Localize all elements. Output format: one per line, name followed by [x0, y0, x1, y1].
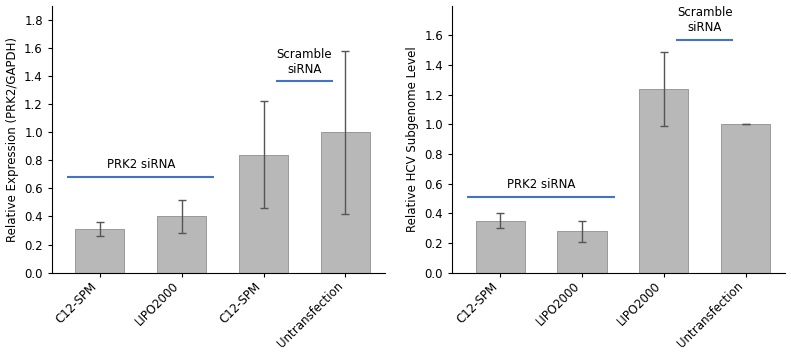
Text: PRK2 siRNA: PRK2 siRNA	[107, 158, 175, 172]
Y-axis label: Relative HCV Subgenome Level: Relative HCV Subgenome Level	[406, 46, 419, 232]
Bar	[157, 216, 206, 273]
Bar	[321, 132, 370, 273]
Bar	[475, 221, 524, 273]
Text: Scramble
siRNA: Scramble siRNA	[677, 6, 732, 34]
Text: Scramble
siRNA: Scramble siRNA	[277, 48, 332, 76]
Bar	[75, 229, 124, 273]
Text: PRK2 siRNA: PRK2 siRNA	[507, 178, 575, 191]
Bar	[558, 231, 607, 273]
Bar	[639, 89, 688, 273]
Y-axis label: Relative Expression (PRK2/GAPDH): Relative Expression (PRK2/GAPDH)	[6, 37, 18, 242]
Bar	[721, 124, 770, 273]
Bar	[239, 155, 288, 273]
